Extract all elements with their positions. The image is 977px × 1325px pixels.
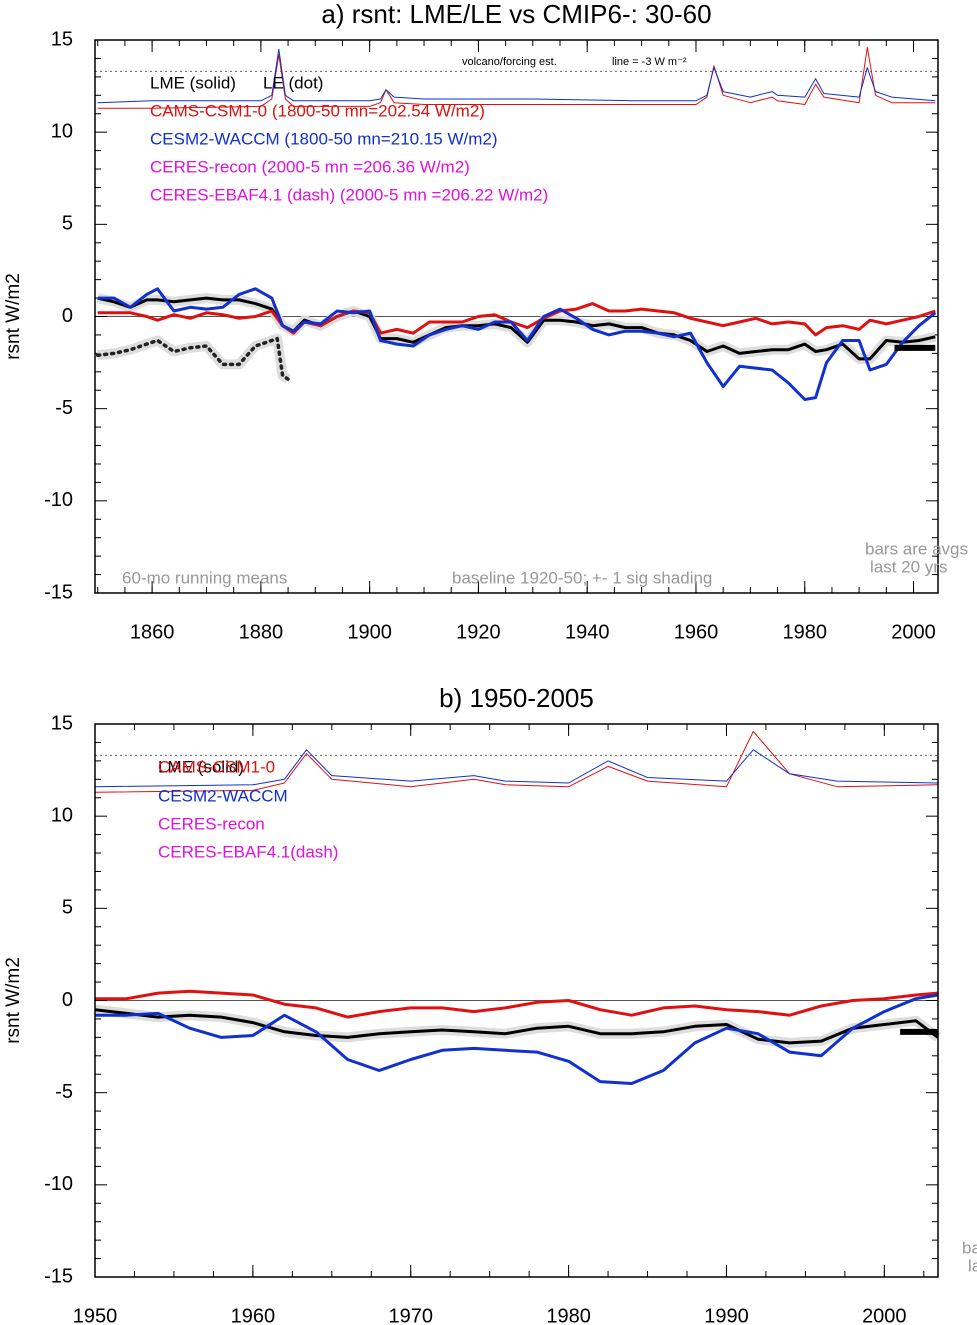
legend-entry: CESM2-WACCM (1800-50 mn=210.15 W/m2)	[150, 129, 498, 148]
y-tick-label: -10	[44, 1173, 73, 1195]
y-tick-label: 0	[62, 305, 73, 327]
y-axis-label: rsnt W/m2	[3, 957, 24, 1044]
legend-entry: LME (solid)	[158, 757, 244, 776]
series-line	[94, 1008, 939, 1045]
annotation: last 20 yrs	[968, 1256, 977, 1275]
legend-entry: LE (dot)	[263, 73, 323, 92]
annotation: 60-mo running means	[122, 568, 287, 587]
y-tick-label: 15	[51, 28, 73, 50]
y-tick-label: -10	[44, 489, 73, 511]
x-tick-label: 1900	[347, 621, 392, 643]
legend-entry: CERES-recon	[158, 814, 265, 833]
x-tick-label: 1980	[783, 621, 828, 643]
plot-frame	[94, 723, 939, 1278]
series-line	[95, 989, 939, 1019]
x-tick-label: 1880	[239, 621, 284, 643]
y-tick-label: 10	[51, 804, 73, 826]
x-tick-label: 1960	[231, 1305, 276, 1325]
x-tick-label: 1860	[130, 621, 175, 643]
x-tick-label: 1980	[546, 1305, 591, 1325]
series-line	[95, 993, 939, 1085]
annotation: volcano/forcing est.	[462, 56, 557, 68]
annotation: baseline 1920-50; +- 1 sig shading	[452, 568, 712, 587]
x-tick-label: 1990	[704, 1305, 749, 1325]
series-line	[97, 296, 936, 361]
legend-entry: CERES-recon (2000-5 mn =206.36 W/m2)	[150, 157, 470, 176]
x-tick-label: 2000	[891, 621, 936, 643]
y-tick-label: -15	[44, 581, 73, 603]
x-tick-label: 1940	[565, 621, 610, 643]
x-tick-label: 2000	[862, 1305, 907, 1325]
plot-frame	[94, 39, 939, 594]
y-tick-label: -5	[55, 397, 73, 419]
y-tick-label: 5	[62, 213, 73, 235]
y-tick-label: 0	[62, 989, 73, 1011]
legend-entry: CERES-EBAF4.1 (dash) (2000-5 mn =206.22 …	[150, 185, 548, 204]
series-line	[97, 46, 936, 109]
series-line	[94, 749, 939, 788]
chart-title: b) 1950-2005	[439, 683, 594, 713]
legend-entry: CESM2-WACCM	[158, 786, 288, 805]
y-tick-label: -5	[55, 1081, 73, 1103]
legend-entry: CERES-EBAF4.1(dash)	[158, 842, 338, 861]
y-tick-label: 10	[51, 120, 73, 142]
x-tick-label: 1970	[388, 1305, 433, 1325]
annotation: bars are avgs	[865, 539, 968, 558]
legend-entry: CAMS-CSM1-0 (1800-50 mn=202.54 W/m2)	[150, 101, 485, 120]
legend-entry: CAMS-CSM1-0	[158, 757, 275, 776]
y-tick-label: -15	[44, 1265, 73, 1287]
annotation: line = -3 W m⁻²	[612, 56, 687, 68]
x-tick-label: 1950	[73, 1305, 118, 1325]
x-tick-label: 1920	[456, 621, 501, 643]
series-line	[97, 48, 936, 104]
annotation: bars are avgs	[962, 1238, 977, 1257]
y-axis-label: rsnt W/m2	[3, 273, 24, 360]
y-tick-label: 5	[62, 897, 73, 919]
chart-title: a) rsnt: LME/LE vs CMIP6-: 30-60	[321, 0, 711, 29]
series-line	[94, 730, 939, 793]
series-line	[95, 336, 290, 381]
y-tick-label: 15	[51, 712, 73, 734]
series-line	[97, 287, 937, 401]
legend-entry: LME (solid)	[150, 73, 236, 92]
x-tick-label: 1960	[674, 621, 719, 643]
annotation: last 20 yrs	[870, 557, 947, 576]
